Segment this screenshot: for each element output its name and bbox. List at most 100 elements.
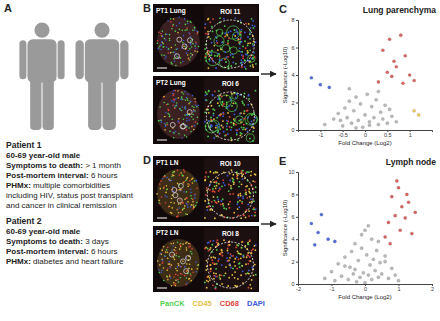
- stain-dot: [247, 42, 249, 44]
- stain-dot: [174, 259, 176, 261]
- stain-dot: [177, 263, 179, 265]
- axis-line: [296, 173, 299, 285]
- stain-dot: [226, 34, 228, 36]
- roi-zoom: [204, 78, 257, 142]
- stain-dot: [217, 102, 219, 104]
- panel-letter: C: [279, 3, 287, 15]
- stain-dot: [247, 252, 249, 254]
- stain-dot: [190, 251, 192, 253]
- stain-dot: [230, 54, 232, 56]
- stain-dot: [158, 120, 160, 122]
- stain-dot: [173, 284, 175, 286]
- tile-label: PT1 Lung: [156, 7, 186, 15]
- stain-dot: [241, 54, 243, 56]
- stain-dot: [173, 24, 175, 26]
- stain-dot: [212, 95, 214, 97]
- stain-dot: [189, 278, 191, 280]
- point: [363, 281, 366, 284]
- stain-dot: [229, 257, 231, 259]
- stain-dot: [242, 57, 244, 59]
- stain-dot: [173, 132, 175, 134]
- tissue-section: [157, 169, 200, 217]
- stain-dot: [160, 180, 162, 182]
- stain-dot: [185, 106, 187, 108]
- stain-dot: [218, 123, 220, 125]
- stain-dot: [183, 35, 185, 37]
- stain-dot: [180, 62, 182, 64]
- stain-dot: [206, 276, 208, 278]
- stain-dot: [240, 274, 242, 276]
- alveolus: [208, 120, 219, 131]
- stain-legend: DAPI: [247, 299, 265, 308]
- stain-dot: [248, 94, 250, 96]
- point: [352, 272, 355, 275]
- stain-dot: [237, 195, 239, 197]
- stain-dot: [210, 270, 212, 272]
- stain-dot: [191, 105, 193, 107]
- stain-dot: [191, 116, 193, 118]
- stain-dot: [212, 18, 214, 20]
- stain-dot: [169, 34, 171, 36]
- stain-dot: [232, 193, 234, 195]
- stain-dot: [252, 140, 254, 142]
- tick-label: -1: [330, 286, 335, 292]
- stain-dot: [173, 98, 175, 100]
- stain-dot: [186, 191, 188, 193]
- y-axis-title: Significance (-Log10): [282, 47, 288, 104]
- point: [370, 278, 373, 281]
- stain-dot: [195, 121, 197, 123]
- patient-description: 60-69 year-old male: [6, 151, 81, 160]
- stain-dot: [190, 280, 192, 282]
- stain-dot: [207, 209, 209, 211]
- stain-dot: [228, 244, 230, 246]
- tick-mark: [296, 284, 298, 285]
- alveolus: [222, 45, 230, 53]
- stain-dot: [193, 109, 195, 111]
- tick-label: 8: [291, 17, 294, 23]
- stain-dot: [242, 102, 244, 104]
- stain-dot: [244, 193, 246, 195]
- stain-dot: [174, 51, 176, 53]
- stain-dot: [172, 93, 174, 95]
- stain-dot: [229, 193, 231, 195]
- stain-dot: [226, 257, 228, 259]
- stain-dot: [236, 268, 238, 270]
- stain-dot: [194, 197, 196, 199]
- point: [350, 250, 353, 253]
- stain-dot: [178, 133, 180, 135]
- stain-dot: [205, 247, 207, 249]
- stain-dot: [166, 122, 168, 124]
- stain-dot: [240, 32, 242, 34]
- stain-dot: [168, 261, 170, 263]
- stain-dot: [177, 242, 179, 244]
- point: [363, 113, 366, 116]
- stain-dot: [250, 123, 252, 125]
- panel-letter: B: [143, 2, 151, 14]
- roi-marker: [187, 38, 192, 43]
- stain-dot: [231, 274, 233, 276]
- stain-dot: [229, 264, 231, 266]
- stain-dot: [192, 29, 194, 31]
- point: [390, 115, 393, 118]
- point: [346, 116, 349, 119]
- stain-dot: [229, 105, 231, 107]
- stain-dot: [249, 240, 251, 242]
- stain-dot: [241, 66, 243, 68]
- stain-dot: [249, 49, 251, 51]
- stain-dot: [237, 245, 239, 247]
- stain-dot: [226, 125, 228, 127]
- stain-dot: [229, 263, 231, 265]
- stain-dot: [186, 114, 188, 116]
- stain-dot: [169, 38, 171, 40]
- y-axis-title: Significance (-Log10): [282, 200, 288, 257]
- roi-marker: [172, 188, 177, 193]
- stain-dot: [255, 191, 257, 193]
- field-text: Post-mortem interval:: [6, 247, 89, 256]
- stain-dot: [163, 280, 165, 282]
- roi-zoom: [204, 6, 257, 70]
- stain-dot: [183, 40, 185, 42]
- stain-dot: [158, 31, 160, 33]
- point: [323, 123, 326, 126]
- point: [372, 258, 375, 261]
- roi-zoom: [204, 158, 257, 220]
